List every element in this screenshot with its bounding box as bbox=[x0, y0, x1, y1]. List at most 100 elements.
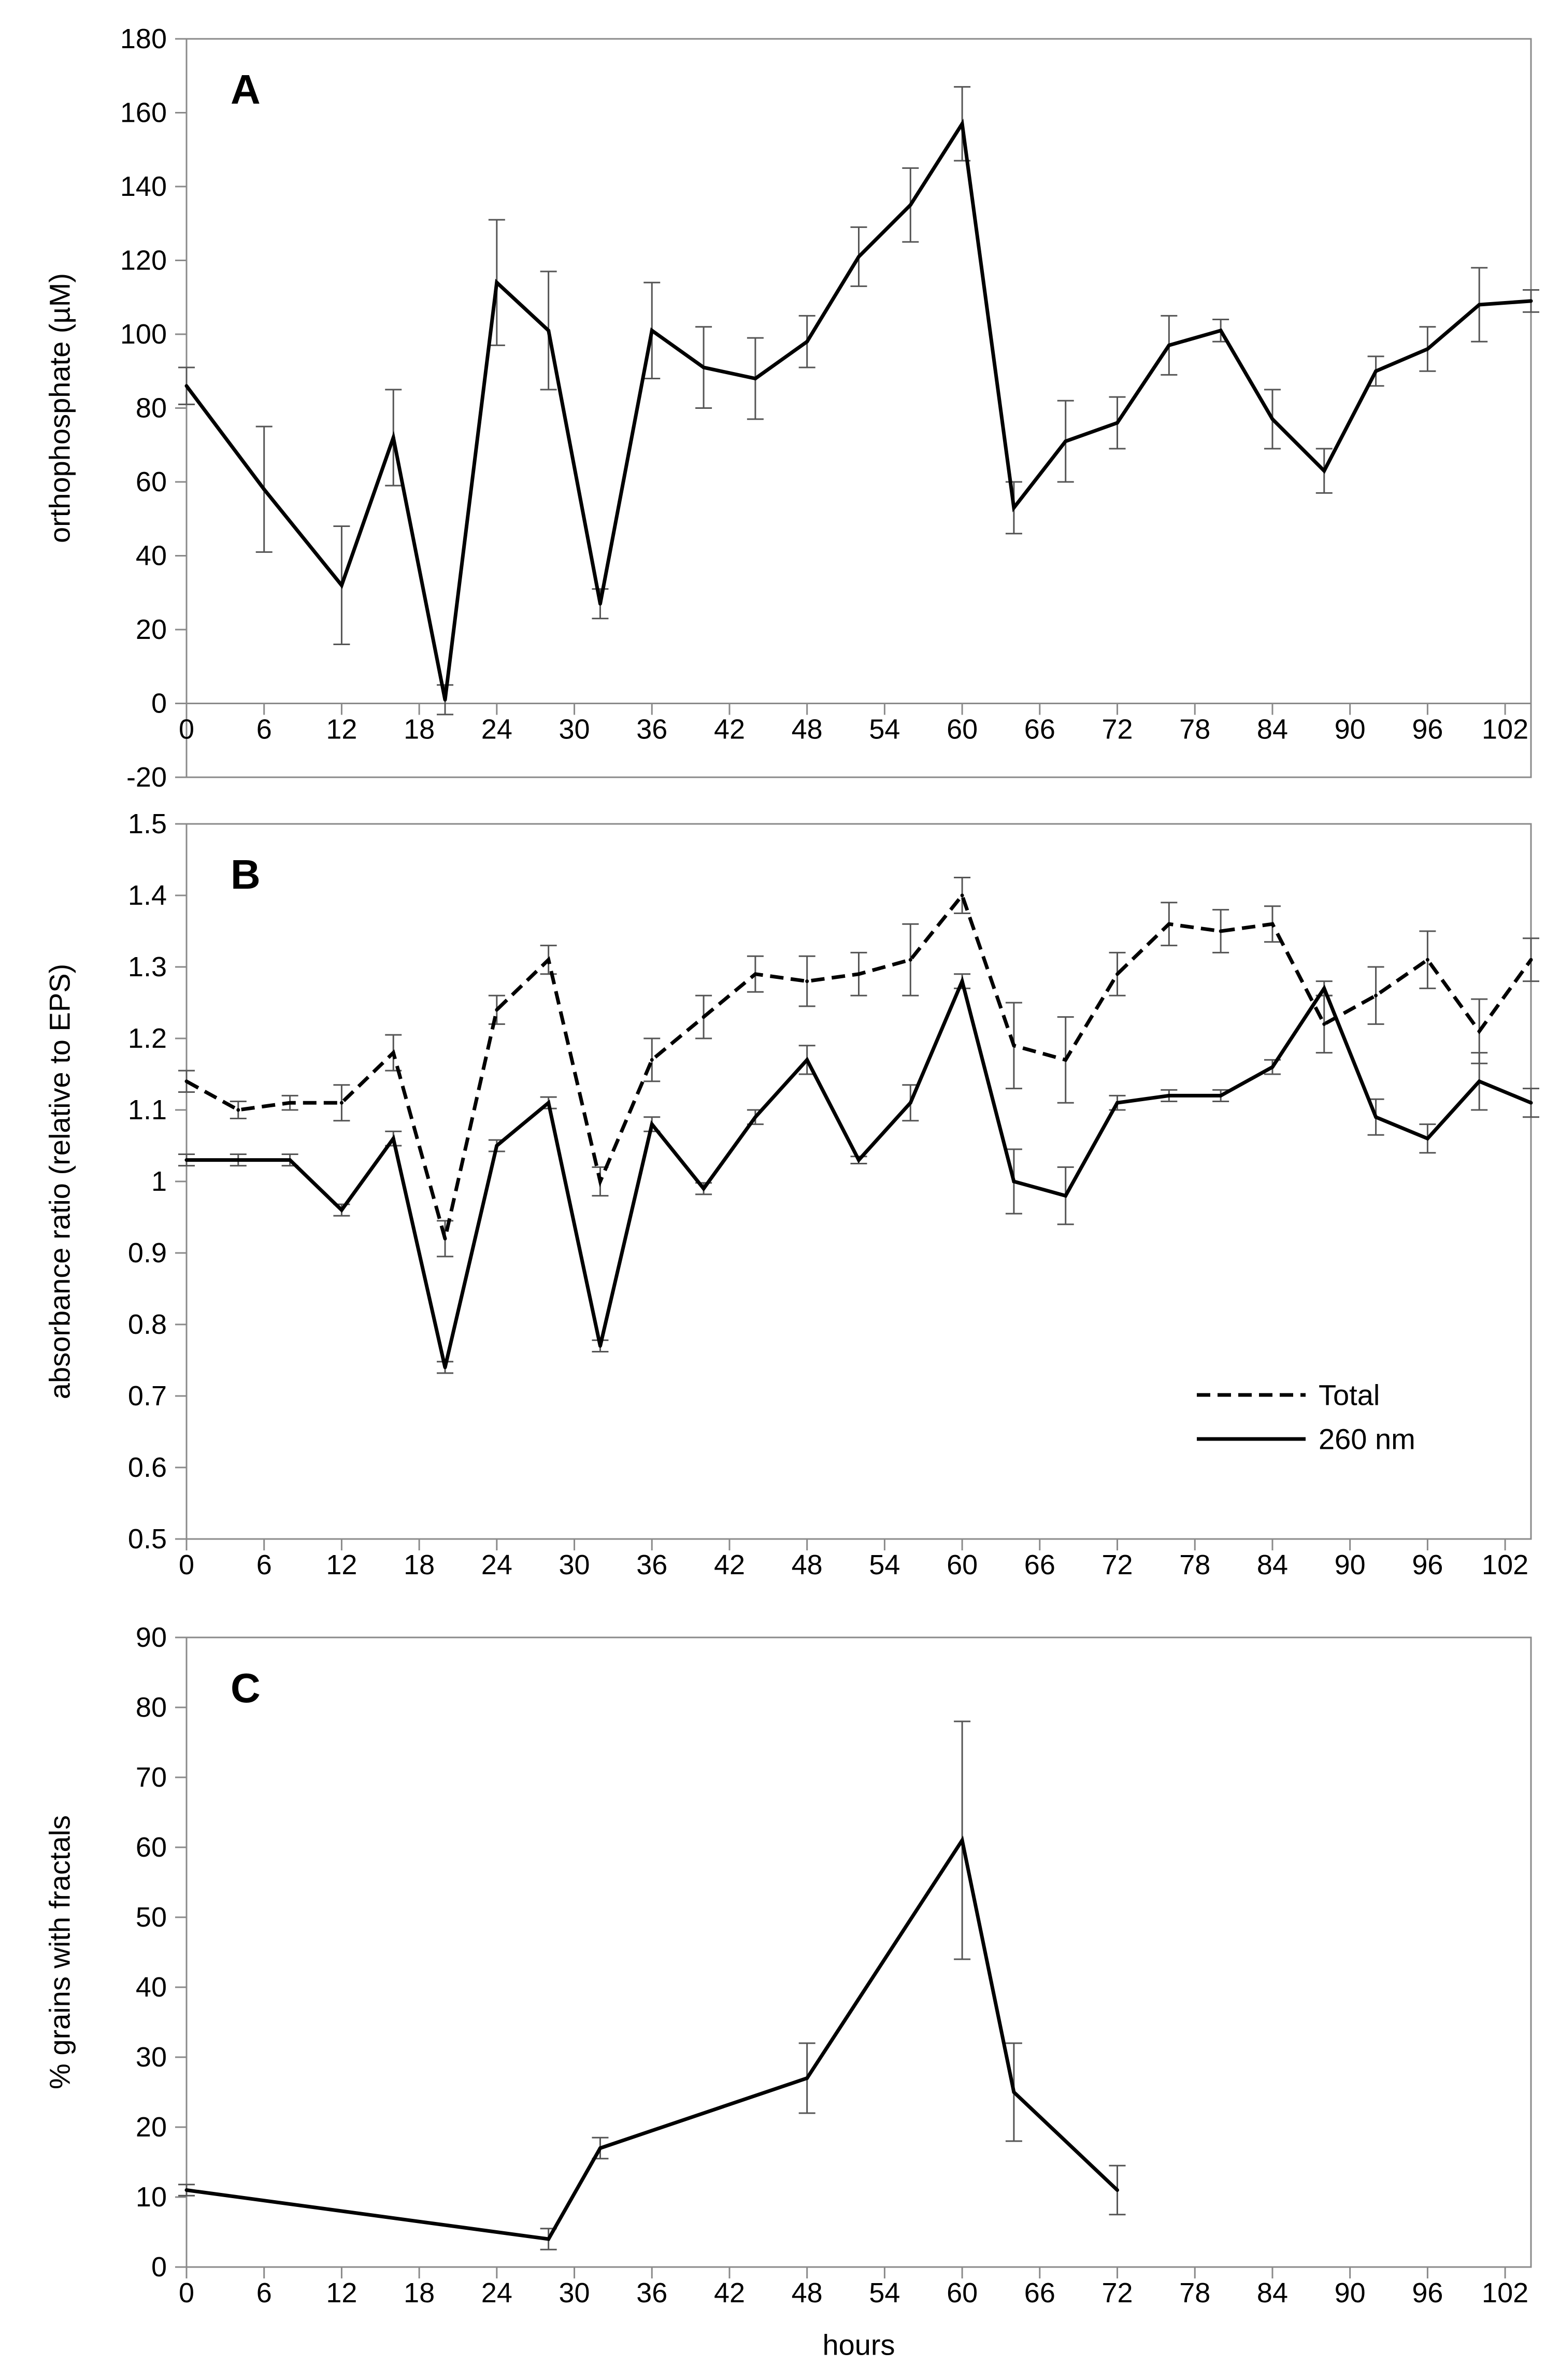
data-point bbox=[547, 329, 551, 333]
panel-b: 0.5 0.6 0.7 0.8 0.9 1 1.1 1.2 1.3 1.4 1.5 0 6 12 18 24 3… bbox=[44, 808, 1539, 1580]
x-tick-label: 66 bbox=[1024, 1549, 1055, 1580]
series-line bbox=[186, 1835, 1119, 2241]
series-line bbox=[185, 891, 1533, 1239]
data-point bbox=[184, 1158, 189, 1162]
y-tick-label: 30 bbox=[136, 2042, 167, 2073]
data-point bbox=[1064, 1058, 1068, 1062]
x-tick-label: 36 bbox=[636, 714, 667, 745]
x-tick-label: 60 bbox=[947, 2277, 978, 2308]
y-tick-label: 70 bbox=[136, 1762, 167, 1793]
x-tick-label: 30 bbox=[559, 1549, 590, 1580]
data-point bbox=[1167, 343, 1171, 347]
data-point bbox=[443, 1365, 447, 1370]
data-point bbox=[339, 1208, 344, 1212]
data-point bbox=[650, 1058, 654, 1062]
data-point bbox=[960, 979, 964, 984]
data-point bbox=[598, 2146, 602, 2150]
data-point bbox=[1115, 972, 1120, 976]
y-tick-label: 80 bbox=[136, 1692, 167, 1723]
y-tick-label: 40 bbox=[136, 1972, 167, 2003]
data-point bbox=[702, 1187, 706, 1191]
data-point bbox=[857, 1158, 861, 1162]
x-tick-label: 42 bbox=[714, 714, 745, 745]
x-tick-label: 60 bbox=[947, 1549, 978, 1580]
x-tick-label: 72 bbox=[1101, 714, 1133, 745]
y-tick-label: 1.1 bbox=[128, 1094, 167, 1125]
data-point bbox=[753, 972, 757, 976]
data-point bbox=[1322, 986, 1326, 990]
x-tick-label: 6 bbox=[256, 714, 272, 745]
x-tick-label: 48 bbox=[792, 1549, 823, 1580]
x-tick-label: 78 bbox=[1179, 2277, 1210, 2308]
series-solid bbox=[178, 973, 1539, 1374]
x-tick-label: 6 bbox=[256, 2277, 272, 2308]
x-tick-label: 0 bbox=[179, 2277, 194, 2308]
data-point bbox=[753, 1115, 757, 1119]
data-point bbox=[1219, 929, 1223, 933]
data-point bbox=[908, 203, 912, 207]
data-point bbox=[1012, 1044, 1016, 1048]
x-tick-label: 24 bbox=[481, 714, 512, 745]
series-line bbox=[185, 118, 1532, 701]
y-tick-label: 0 bbox=[151, 2251, 167, 2283]
data-point bbox=[598, 1344, 602, 1348]
x-tick-label: 18 bbox=[404, 2277, 435, 2308]
panel-c: 0 10 20 30 40 50 60 70 80 90 0 6 12 18 24 30 36 42 48 54 60 6… bbox=[44, 1622, 1532, 2361]
x-tick-label: 48 bbox=[792, 2277, 823, 2308]
x-tick-label: 54 bbox=[869, 1549, 900, 1580]
x-tick-label: 24 bbox=[481, 2277, 512, 2308]
y-tick-label: 90 bbox=[136, 1622, 167, 1653]
data-point bbox=[1374, 369, 1378, 373]
data-point bbox=[288, 1158, 292, 1162]
data-point bbox=[805, 979, 809, 984]
data-point bbox=[339, 1101, 344, 1105]
data-point bbox=[1477, 303, 1481, 307]
x-tick-label: 12 bbox=[326, 1549, 357, 1580]
data-point bbox=[236, 1158, 240, 1162]
y-tick-label: 1.5 bbox=[128, 808, 167, 839]
data-point bbox=[1374, 1115, 1378, 1119]
data-point bbox=[960, 893, 964, 897]
y-tick-label: 160 bbox=[120, 97, 167, 129]
data-point bbox=[184, 2188, 189, 2192]
x-tick-label: 6 bbox=[256, 1549, 272, 1580]
y-tick-label: 60 bbox=[136, 1832, 167, 1863]
y-tick-label: 120 bbox=[120, 245, 167, 276]
data-point bbox=[702, 365, 706, 369]
data-point bbox=[1270, 1065, 1275, 1069]
x-tick-label: 102 bbox=[1482, 714, 1528, 745]
x-tick-label: 78 bbox=[1179, 714, 1210, 745]
x-tick-label: 84 bbox=[1257, 1549, 1288, 1580]
x-tick-label: 96 bbox=[1412, 714, 1443, 745]
y-tick-label: 0.8 bbox=[128, 1309, 167, 1340]
data-point bbox=[857, 972, 861, 976]
data-point bbox=[1477, 1079, 1481, 1084]
data-point bbox=[702, 1015, 706, 1019]
data-point bbox=[547, 1101, 551, 1105]
y-tick-label: 100 bbox=[120, 319, 167, 350]
data-point bbox=[908, 1101, 912, 1105]
data-point bbox=[1115, 421, 1120, 425]
data-point bbox=[391, 1051, 395, 1055]
data-point bbox=[547, 958, 551, 962]
data-point bbox=[1529, 958, 1533, 962]
y-tick-label: 1.3 bbox=[128, 951, 167, 982]
data-point bbox=[1322, 1022, 1326, 1026]
y-tick-label: 140 bbox=[120, 171, 167, 202]
y-axis-label: absorbance ratio (relative to EPS) bbox=[44, 964, 76, 1399]
data-point bbox=[391, 436, 395, 439]
data-point bbox=[650, 329, 654, 333]
data-point bbox=[1167, 922, 1171, 926]
panel-a: -20 0 20 40 60 80 100 120 140 160 180 0 6 12 18 24 30 36 4… bbox=[44, 23, 1539, 793]
data-point bbox=[443, 1236, 447, 1241]
x-tick-label: 30 bbox=[559, 714, 590, 745]
data-point bbox=[1425, 1136, 1429, 1141]
y-tick-label: 50 bbox=[136, 1902, 167, 1933]
data-point bbox=[650, 1122, 654, 1127]
data-point bbox=[1529, 299, 1533, 303]
x-tick-label: 66 bbox=[1024, 2277, 1055, 2308]
x-tick-label: 72 bbox=[1101, 2277, 1133, 2308]
x-tick-label: 90 bbox=[1335, 714, 1366, 745]
data-point bbox=[598, 602, 602, 606]
